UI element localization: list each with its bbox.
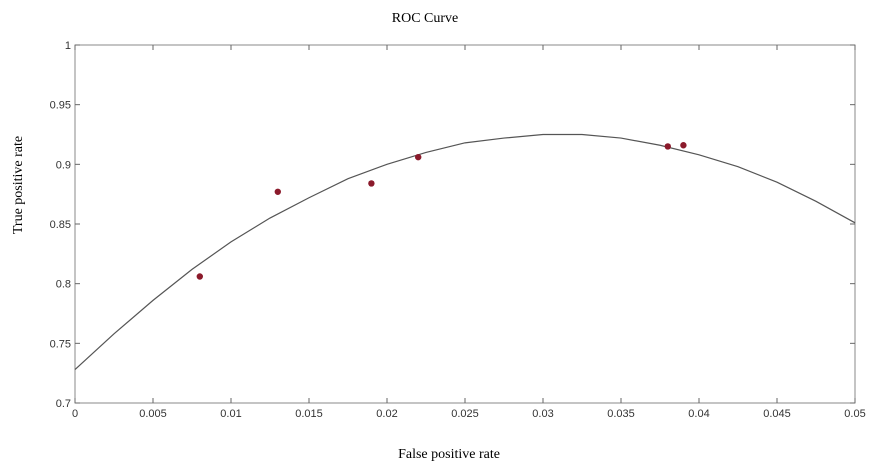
y-tick-label: 0.7 (56, 398, 71, 410)
x-tick-label: 0.015 (295, 408, 323, 420)
x-tick-label: 0.05 (844, 408, 865, 420)
x-tick-label: 0.02 (376, 408, 397, 420)
x-tick-label: 0.035 (607, 408, 635, 420)
plot-area (74, 44, 856, 404)
data-point (664, 143, 671, 150)
y-tick-label: 0.8 (56, 279, 71, 291)
data-point (368, 180, 375, 187)
x-axis-label: False positive rate (398, 447, 500, 462)
data-point (680, 142, 687, 149)
x-tick-label: 0 (72, 408, 78, 420)
data-point (196, 273, 203, 280)
y-tick-label: 0.9 (56, 159, 71, 171)
fit-curve (74, 133, 856, 371)
x-tick-label: 0.025 (451, 408, 479, 420)
x-tick-label: 0.01 (220, 408, 241, 420)
x-tick-label: 0.03 (532, 408, 553, 420)
y-tick-label: 0.95 (50, 100, 71, 112)
y-axis-label: True positive rate (11, 136, 26, 234)
y-tick-label: 0.75 (50, 338, 71, 350)
data-point (415, 153, 422, 161)
y-tick-label: 1 (65, 40, 71, 52)
x-tick-label: 0.005 (139, 408, 167, 420)
chart-title: ROC Curve (392, 11, 459, 26)
data-point (274, 188, 281, 195)
x-tick-label: 0.045 (763, 408, 791, 420)
x-tick-label: 0.04 (688, 408, 709, 420)
y-tick-label: 0.85 (50, 219, 71, 231)
